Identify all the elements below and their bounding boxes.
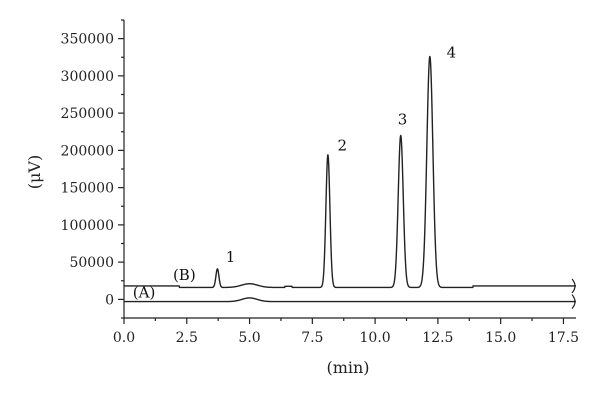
series-label-a: (A): [133, 284, 156, 302]
x-tick-label: 10.0: [360, 330, 391, 346]
peak-annotations: 1 2 3 4: [226, 43, 457, 266]
series-line-a: [123, 297, 577, 303]
y-tick-label: 300000: [61, 69, 114, 85]
x-tick-label: 5.0: [238, 330, 260, 346]
peak-label: 3: [398, 110, 408, 128]
peak-label: 1: [226, 248, 236, 266]
series-line-b: [123, 55, 577, 289]
y-tick-label: 100000: [61, 218, 114, 234]
y-axis-ticks: 0 50000 100000 150000 200000 250000 300000 3500…: [61, 19, 124, 319]
y-tick-label: 50000: [69, 255, 114, 271]
x-tick-label: 2.5: [176, 330, 198, 346]
series-label-b: (B): [173, 266, 196, 284]
y-tick-label: 0: [105, 292, 114, 308]
x-axis-ticks: 0.0 2.5 5.0 7.5 10.0 12.5 15.0 17.5: [113, 318, 579, 346]
x-axis-title: (min): [326, 358, 369, 377]
series-break-mark: [571, 278, 576, 294]
x-tick-label: 7.5: [301, 330, 323, 346]
x-tick-label: 15.0: [485, 330, 516, 346]
y-tick-label: 150000: [61, 181, 114, 197]
peak-label: 2: [337, 136, 347, 154]
series-break-mark: [571, 294, 576, 310]
axis-break-marks: [571, 278, 576, 310]
x-tick-label: 17.5: [548, 330, 579, 346]
peak-label: 4: [447, 43, 457, 61]
x-tick-label: 12.5: [422, 330, 453, 346]
x-tick-label: 0.0: [113, 330, 135, 346]
y-tick-label: 250000: [61, 106, 114, 122]
y-axis-title: (μV): [25, 155, 44, 189]
y-tick-label: 350000: [61, 32, 114, 48]
y-tick-label: 200000: [61, 143, 114, 159]
